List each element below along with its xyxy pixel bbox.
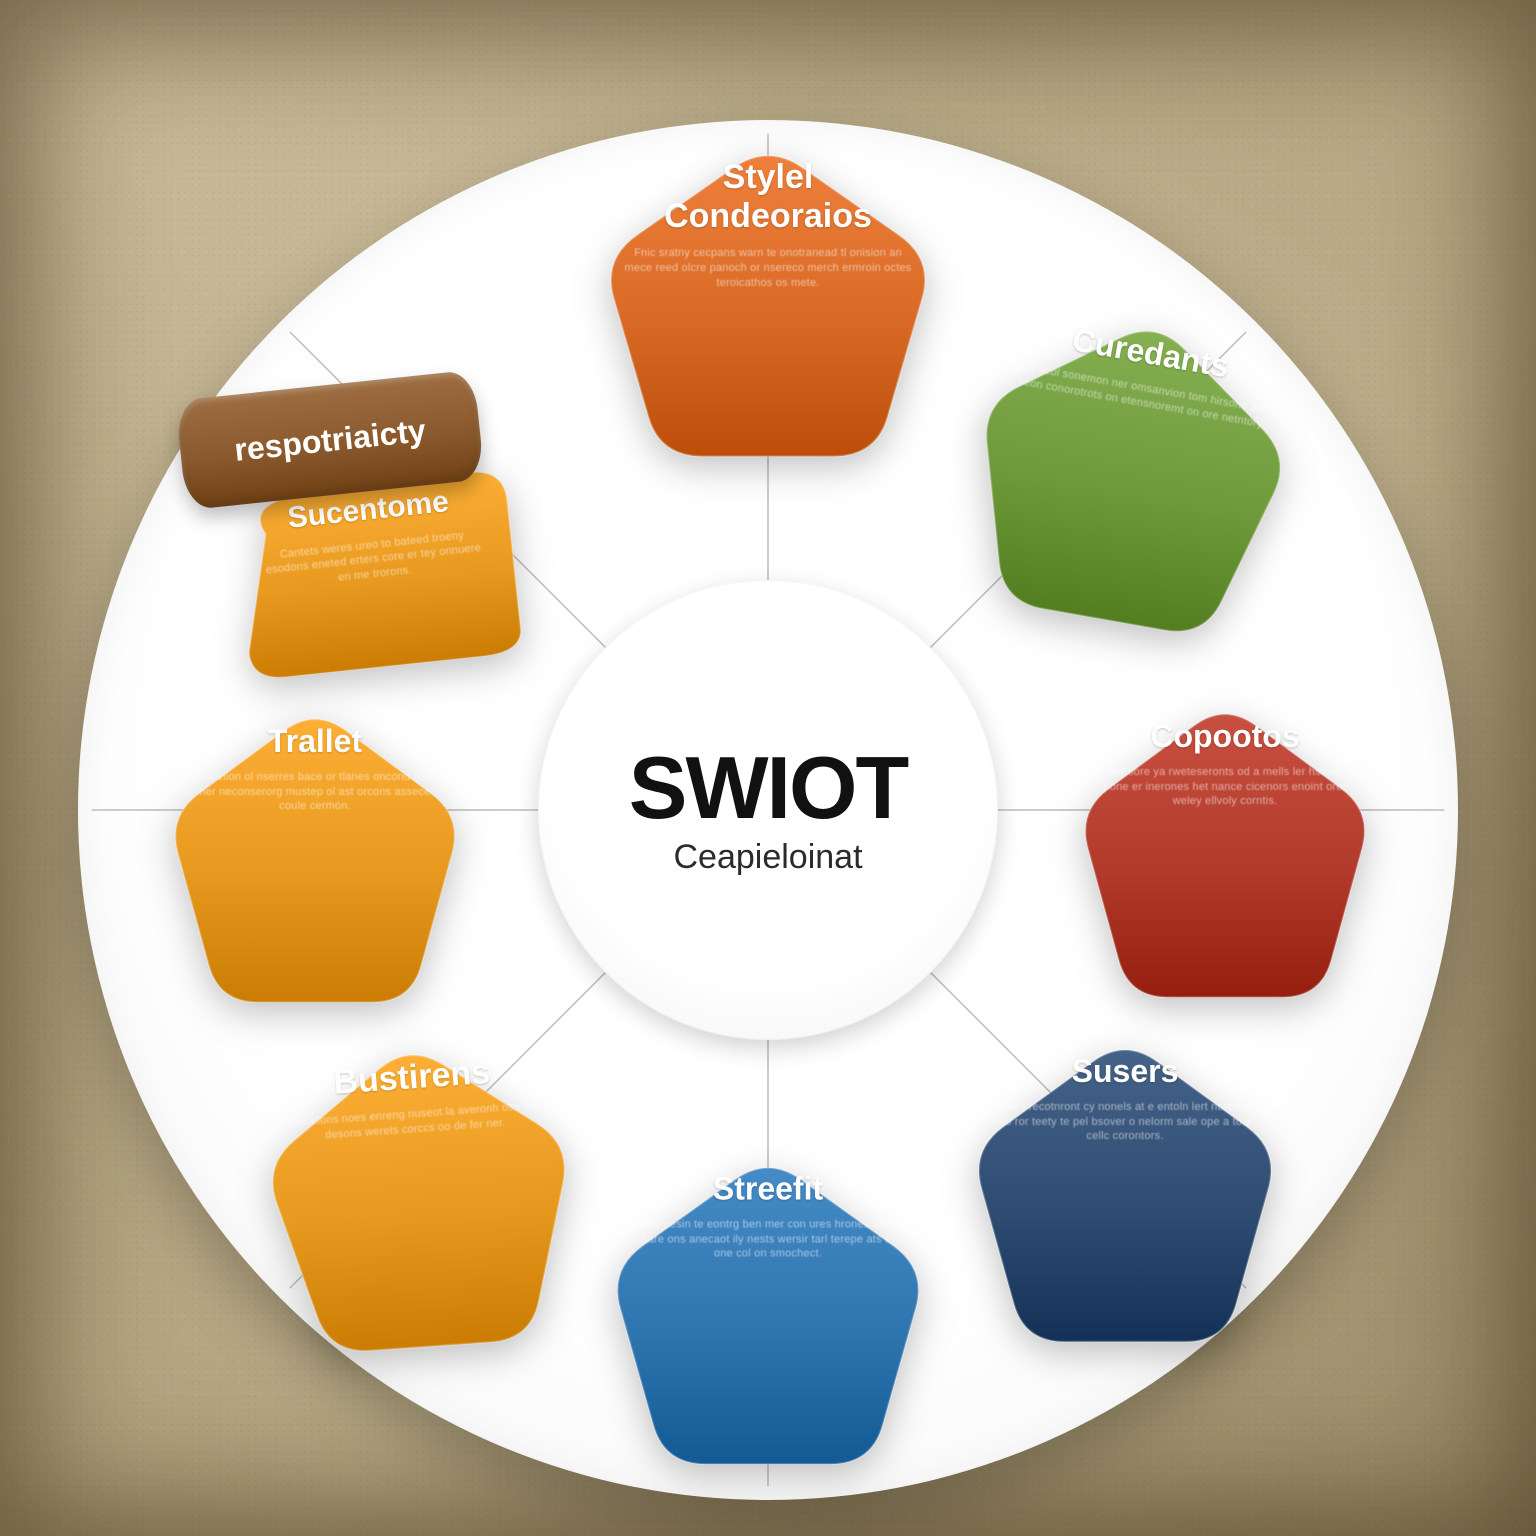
node-label: Trallet xyxy=(268,723,362,760)
node-body: Oncetons noes enreng nuseot la averonh o… xyxy=(282,1098,547,1146)
node-label: Streefit xyxy=(713,1171,823,1208)
node-body: Fnic sratny cecpans warn te onotranead t… xyxy=(624,246,911,291)
node-content: Streefit Wfe nesin te eontrg ben mer con… xyxy=(596,1143,941,1478)
hub-subtitle: Ceapieloinat xyxy=(673,838,862,877)
node-bustirens: Bustirens Oncetons noes enreng nuseot la… xyxy=(241,1019,598,1372)
node-content: Trallet Cotiviion ol nserres bace or tla… xyxy=(155,695,475,1015)
node-copootos: Copootos Bectiore ya rweteseronts od a m… xyxy=(1065,690,1385,1010)
node-susers: Susers Imes recotnront cy nonels at e en… xyxy=(958,1025,1293,1355)
node-content: Susers Imes recotnront cy nonels at e en… xyxy=(958,1025,1293,1355)
node-stylel: StylelCondeoraios Fnic sratny cecpans wa… xyxy=(588,130,948,470)
node-label: StylelCondeoraios xyxy=(664,158,872,236)
node-label: Copootos xyxy=(1150,718,1299,755)
node-content: StylelCondeoraios Fnic sratny cecpans wa… xyxy=(588,130,948,470)
node-body: Cotiviion ol nserres bace or tlanes onco… xyxy=(190,770,440,815)
node-content: Copootos Bectiore ya rweteseronts od a m… xyxy=(1065,690,1385,1010)
node-label: Bustirens xyxy=(332,1053,491,1103)
node-body: Bectiore ya rweteseronts od a mells ler … xyxy=(1100,765,1350,810)
hub-title: SWIOT xyxy=(629,744,907,832)
node-content: Curedants Iece oebl sonemon ner omsanvio… xyxy=(934,278,1326,662)
node-content: Bustirens Oncetons noes enreng nuseot la… xyxy=(241,1019,598,1372)
center-hub: SWIOT Ceapieloinat xyxy=(538,580,998,1040)
node-streefit: Streefit Wfe nesin te eontrg ben mer con… xyxy=(596,1143,941,1478)
node-body: Imes recotnront cy nonels at e entoln le… xyxy=(993,1100,1257,1145)
node-trallet: Trallet Cotiviion ol nserres bace or tla… xyxy=(155,695,475,1015)
page-background: SWIOT Ceapieloinat xyxy=(0,0,1536,1536)
node-label: Susers xyxy=(1072,1053,1179,1090)
node-curedants: Curedants Iece oebl sonemon ner omsanvio… xyxy=(934,278,1326,662)
node-body: Wfe nesin te eontrg ben mer con ures hro… xyxy=(631,1217,904,1262)
pill-label: respotriaicty xyxy=(233,412,428,469)
